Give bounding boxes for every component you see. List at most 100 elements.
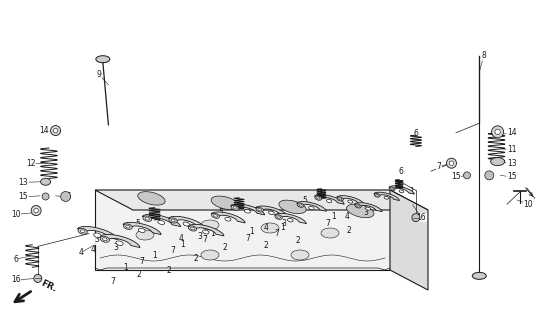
- Circle shape: [449, 161, 454, 165]
- Ellipse shape: [225, 217, 231, 221]
- Ellipse shape: [41, 178, 51, 185]
- Ellipse shape: [214, 215, 217, 217]
- Polygon shape: [142, 214, 181, 227]
- Ellipse shape: [339, 198, 342, 200]
- Ellipse shape: [317, 197, 320, 199]
- Text: 1: 1: [280, 223, 285, 232]
- Text: 7: 7: [245, 234, 250, 243]
- Circle shape: [34, 274, 42, 282]
- Ellipse shape: [116, 241, 123, 245]
- Ellipse shape: [94, 233, 101, 237]
- Ellipse shape: [376, 194, 379, 196]
- Text: 15: 15: [62, 192, 72, 201]
- Ellipse shape: [299, 204, 302, 206]
- Ellipse shape: [355, 204, 361, 208]
- Ellipse shape: [346, 204, 374, 218]
- Ellipse shape: [366, 207, 370, 210]
- Text: 8: 8: [481, 52, 486, 60]
- Ellipse shape: [269, 211, 274, 214]
- Text: 1: 1: [409, 188, 414, 196]
- Circle shape: [485, 171, 494, 180]
- Text: 2: 2: [347, 226, 351, 235]
- Text: 3: 3: [281, 220, 286, 228]
- Polygon shape: [374, 192, 399, 201]
- Ellipse shape: [123, 224, 132, 229]
- Text: 16: 16: [416, 213, 426, 222]
- Ellipse shape: [201, 220, 219, 230]
- Text: 2: 2: [137, 270, 141, 279]
- Ellipse shape: [279, 200, 306, 213]
- Text: FR.: FR.: [39, 279, 58, 294]
- Ellipse shape: [136, 230, 154, 240]
- Circle shape: [412, 214, 420, 222]
- Ellipse shape: [309, 206, 314, 210]
- Text: 1: 1: [152, 252, 157, 260]
- Circle shape: [492, 126, 504, 138]
- Ellipse shape: [472, 272, 486, 279]
- Ellipse shape: [188, 226, 197, 231]
- Text: 15: 15: [18, 192, 28, 201]
- Polygon shape: [389, 186, 414, 194]
- Ellipse shape: [202, 230, 209, 234]
- Text: 10: 10: [11, 210, 21, 219]
- Ellipse shape: [277, 216, 280, 218]
- Ellipse shape: [126, 225, 130, 228]
- Text: 3: 3: [198, 232, 202, 241]
- Text: 4: 4: [91, 245, 96, 254]
- Ellipse shape: [145, 217, 150, 220]
- Ellipse shape: [258, 209, 261, 211]
- Ellipse shape: [138, 228, 145, 232]
- Ellipse shape: [261, 223, 279, 233]
- Text: 4: 4: [345, 212, 350, 221]
- Polygon shape: [337, 196, 364, 204]
- Text: 7: 7: [326, 220, 330, 228]
- Text: 1: 1: [249, 228, 254, 236]
- Ellipse shape: [138, 192, 165, 205]
- Circle shape: [53, 128, 58, 133]
- Ellipse shape: [348, 200, 353, 203]
- Circle shape: [61, 191, 71, 202]
- Ellipse shape: [78, 228, 87, 234]
- Ellipse shape: [389, 187, 395, 191]
- Ellipse shape: [231, 205, 239, 210]
- Text: 15: 15: [451, 172, 461, 181]
- Text: 1: 1: [123, 263, 127, 272]
- Text: 7: 7: [140, 257, 144, 266]
- Ellipse shape: [297, 203, 304, 207]
- Text: 3: 3: [95, 236, 100, 244]
- Text: 16: 16: [11, 276, 21, 284]
- Ellipse shape: [245, 209, 250, 213]
- Polygon shape: [95, 190, 390, 270]
- Ellipse shape: [337, 197, 344, 201]
- Ellipse shape: [315, 196, 322, 200]
- Circle shape: [42, 193, 49, 200]
- Ellipse shape: [143, 216, 152, 221]
- Ellipse shape: [233, 207, 237, 209]
- Polygon shape: [315, 195, 344, 204]
- Text: 14: 14: [39, 126, 49, 135]
- Text: 2: 2: [166, 266, 171, 275]
- Polygon shape: [123, 222, 161, 235]
- Ellipse shape: [100, 236, 110, 242]
- Polygon shape: [390, 190, 428, 290]
- Ellipse shape: [169, 218, 177, 223]
- Ellipse shape: [191, 227, 195, 230]
- Ellipse shape: [201, 250, 219, 260]
- Circle shape: [495, 129, 500, 134]
- Circle shape: [51, 125, 61, 136]
- Text: 7: 7: [275, 229, 279, 238]
- Text: 5: 5: [302, 196, 307, 205]
- Polygon shape: [256, 206, 287, 216]
- Text: 6: 6: [399, 167, 404, 176]
- Polygon shape: [297, 202, 326, 211]
- Polygon shape: [231, 204, 265, 215]
- Text: 2: 2: [193, 254, 198, 263]
- Polygon shape: [77, 227, 118, 240]
- Text: 7: 7: [170, 246, 175, 255]
- Ellipse shape: [326, 199, 332, 203]
- Circle shape: [446, 158, 456, 168]
- Text: 2: 2: [264, 241, 268, 250]
- Text: 1: 1: [331, 212, 336, 221]
- Ellipse shape: [158, 220, 165, 224]
- Ellipse shape: [183, 222, 190, 226]
